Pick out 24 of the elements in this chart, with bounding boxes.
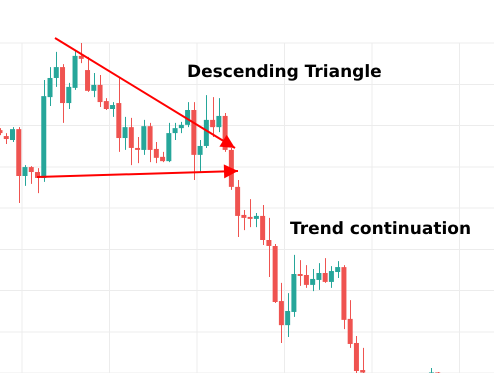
candlestick [122,116,128,150]
candlestick [10,126,16,142]
annotation: Trend continuation [290,219,472,239]
candlestick [78,42,84,64]
candlestick [28,166,34,184]
candlestick [22,164,28,186]
candlestick [91,72,96,98]
candlestick [254,212,259,228]
candlestick [210,96,216,138]
candlestick [110,102,116,118]
candlestick [322,258,328,284]
candlestick [198,140,203,174]
candlestick [85,56,90,92]
annotation: Descending Triangle [187,62,382,82]
candlestick [172,122,178,141]
candlestick [178,121,184,134]
candlestick [128,117,134,166]
candlestick [266,217,272,278]
candlestick [141,119,146,156]
candlestick [54,51,59,88]
candlestick [4,132,9,144]
candlestick [216,98,222,133]
candlestick [428,368,434,373]
candlestick [135,136,140,164]
